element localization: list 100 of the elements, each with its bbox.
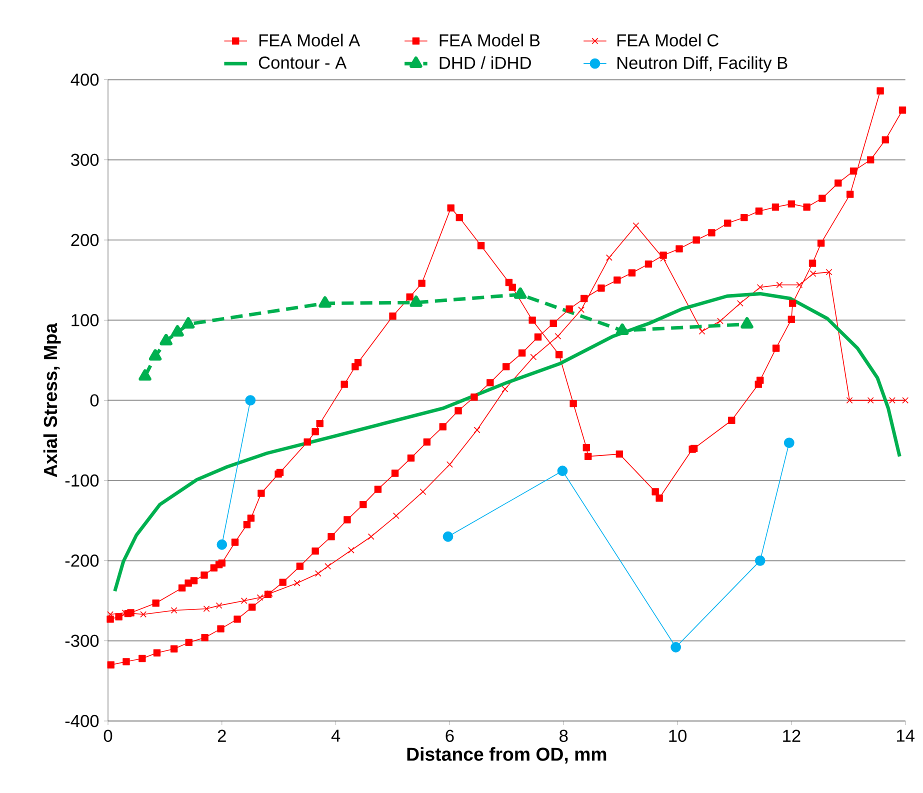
- point: [218, 559, 226, 567]
- point: [391, 470, 399, 477]
- point: [776, 282, 783, 288]
- point: [160, 334, 172, 346]
- point: [566, 305, 573, 313]
- point: [584, 452, 592, 460]
- x-tick-label: 10: [669, 730, 686, 742]
- point: [580, 294, 588, 302]
- point: [312, 547, 319, 555]
- point: [876, 87, 884, 94]
- point: [486, 379, 494, 386]
- point: [598, 284, 605, 292]
- point: [456, 214, 464, 222]
- point: [740, 317, 754, 329]
- legend-label: DHD / iDHD: [440, 56, 531, 70]
- point: [106, 616, 114, 623]
- point: [632, 222, 640, 229]
- point: [122, 610, 128, 616]
- y-tick-label: 300: [71, 154, 99, 166]
- point: [243, 520, 251, 528]
- point: [344, 516, 351, 524]
- point: [420, 488, 426, 495]
- x-tick-label: 12: [783, 730, 800, 742]
- point: [446, 461, 453, 468]
- point: [140, 611, 147, 618]
- point: [200, 571, 208, 579]
- y-tick-label: -200: [65, 554, 99, 567]
- point: [788, 200, 796, 208]
- point: [616, 450, 624, 458]
- point: [248, 604, 256, 611]
- point: [796, 282, 803, 288]
- point: [692, 236, 700, 244]
- legend-label: Neutron Diff, Facility B: [617, 56, 788, 72]
- point: [439, 423, 446, 430]
- point: [318, 296, 332, 308]
- point: [170, 645, 178, 652]
- point: [616, 324, 629, 335]
- point: [316, 420, 324, 428]
- point: [127, 609, 134, 616]
- point: [502, 386, 508, 392]
- point: [360, 500, 367, 508]
- point: [368, 533, 374, 540]
- point: [266, 590, 273, 597]
- point: [534, 333, 542, 341]
- point: [107, 661, 114, 668]
- y-tick-label: 0: [90, 394, 99, 406]
- point: [808, 260, 816, 267]
- point: [502, 363, 510, 370]
- point: [834, 179, 842, 187]
- point: [474, 426, 480, 434]
- point: [442, 531, 454, 542]
- point: [676, 245, 683, 252]
- point: [788, 300, 796, 307]
- point: [454, 407, 462, 414]
- point: [245, 395, 256, 406]
- point: [312, 428, 319, 436]
- point: [670, 642, 682, 652]
- point: [736, 300, 744, 307]
- point: [554, 332, 562, 340]
- point: [755, 208, 763, 215]
- point: [171, 325, 184, 337]
- legend-label: FEA Model B: [440, 34, 540, 46]
- point: [518, 349, 526, 357]
- point: [867, 397, 874, 404]
- point: [882, 136, 890, 144]
- point: [756, 376, 764, 384]
- point: [178, 584, 186, 592]
- point: [115, 613, 122, 620]
- point: [216, 539, 228, 550]
- point: [902, 397, 909, 404]
- point: [756, 284, 764, 291]
- point: [846, 397, 853, 404]
- point: [294, 580, 300, 586]
- point: [582, 444, 590, 452]
- x-tick-label: 6: [446, 730, 454, 742]
- point: [354, 359, 362, 366]
- point: [247, 514, 255, 522]
- point: [578, 306, 585, 313]
- point: [258, 490, 265, 497]
- point: [340, 380, 348, 388]
- point: [754, 555, 766, 566]
- point: [846, 190, 854, 198]
- point: [817, 240, 825, 247]
- point: [240, 598, 248, 604]
- point: [656, 494, 663, 502]
- point: [717, 318, 724, 324]
- point: [138, 369, 152, 381]
- point: [328, 533, 335, 540]
- point: [898, 106, 906, 114]
- point: [606, 254, 612, 261]
- point: [470, 394, 478, 401]
- point: [410, 295, 422, 307]
- y-tick-label: -400: [65, 714, 99, 728]
- point: [728, 416, 736, 424]
- point: [231, 538, 239, 546]
- point: [555, 351, 563, 358]
- x-tick-label: 8: [560, 730, 568, 742]
- point: [447, 204, 454, 212]
- point: [256, 594, 264, 601]
- legend-label: FEA Model A: [259, 34, 360, 46]
